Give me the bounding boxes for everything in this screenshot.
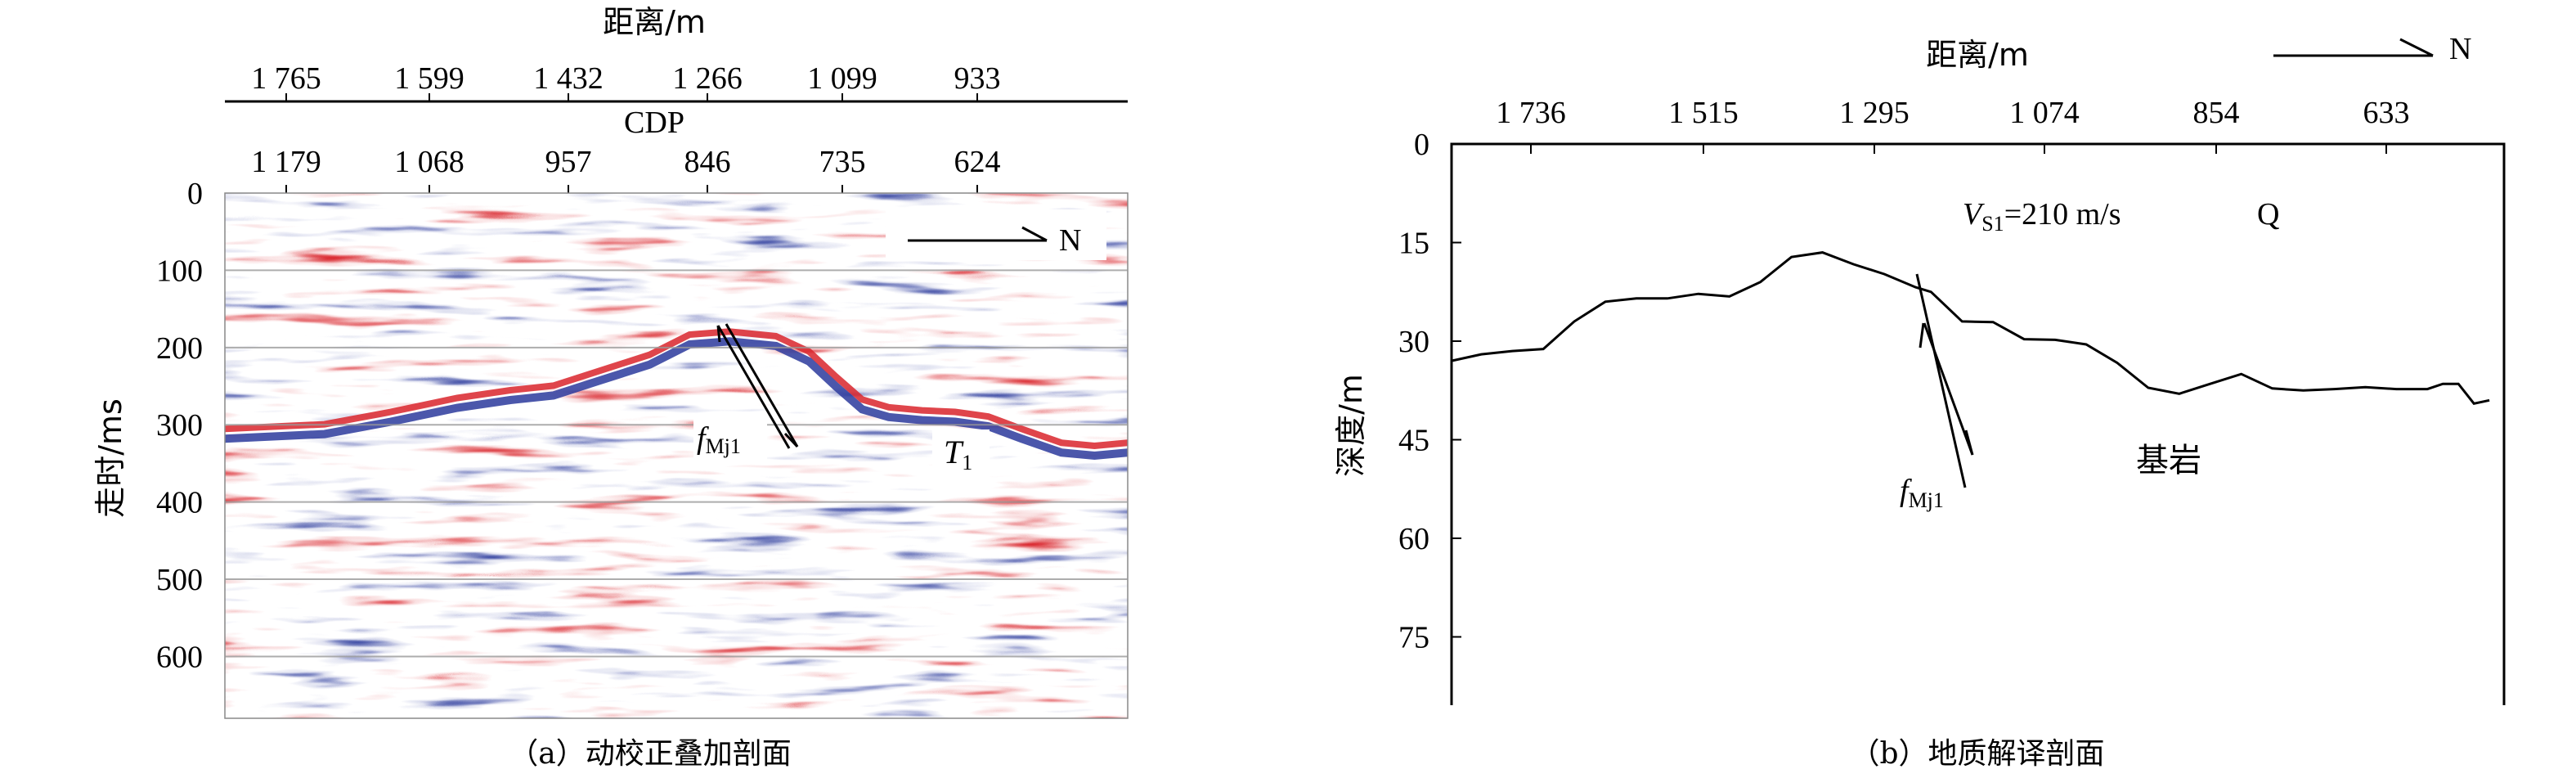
panel-b-frame <box>1450 142 2506 705</box>
panel-a-time-tick-3: 300 <box>156 408 203 443</box>
panel-b-fault-arrow-down <box>1964 429 1974 456</box>
panel-b-depth-tick-3: 45 <box>1398 424 1429 458</box>
panel-a-distance-tick-1: 1 599 <box>394 61 464 96</box>
panel-b-depth-tick-5: 75 <box>1398 621 1429 655</box>
panel-a-north-box <box>886 209 1106 260</box>
panel-a-time-tick-6: 600 <box>156 640 203 674</box>
panel-a-time-tick-4: 400 <box>156 486 203 520</box>
panel-a-cdp-ticks: 1 179 1 068 957 846 735 624 <box>251 145 1001 193</box>
panel-a-cdp-tick-0: 1 179 <box>251 145 321 179</box>
panel-a-distance-tick-0: 1 765 <box>251 61 321 96</box>
panel-a-cdp-tick-1: 1 068 <box>394 145 464 179</box>
panel-b-bedrock-surface <box>1450 251 2490 405</box>
panel-a-time-axis-label: 走时/ms <box>92 398 128 518</box>
panel-a-cdp-axis-label: CDP <box>624 106 684 140</box>
panel-a-time-tick-5: 500 <box>156 563 203 597</box>
panel-a-frame <box>224 192 1129 719</box>
panel-a-seismic-section <box>225 193 1128 718</box>
panel-b-north-label: N <box>2449 32 2471 66</box>
panel-b-distance-tick-5: 633 <box>2363 96 2410 130</box>
panel-b-fault-label-sub: Mj1 <box>1909 488 1944 512</box>
panel-b-depth-ticks: 0 15 30 45 60 75 <box>1398 128 1461 655</box>
panel-b-north-arrow-head <box>2399 38 2434 57</box>
panel-b-distance-tick-4: 854 <box>2193 96 2240 130</box>
panel-b-depth-tick-0: 0 <box>1414 128 1429 162</box>
panel-b-fault-line-2 <box>1923 322 1974 456</box>
panel-a-time-tick-0: 0 <box>187 177 203 211</box>
panel-b-fault-label: fMj1 <box>1900 474 1944 512</box>
panel-a-distance-axis-label: 距离/m <box>603 4 706 40</box>
panel-a-cdp-tick-4: 735 <box>819 145 866 179</box>
panel-a-horizon-label: T1 <box>944 434 972 474</box>
panel-a-time-tick-1: 100 <box>156 254 203 288</box>
panel-a-time-ticks: 0 100 200 300 400 500 600 <box>156 177 203 674</box>
panel-a-horizon-label-box <box>932 429 990 479</box>
panel-b-distance-axis-label: 距离/m <box>1926 37 2029 73</box>
panel-a-north-arrow-head <box>1021 226 1048 242</box>
panel-b-distance-tick-3: 1 074 <box>2009 96 2080 130</box>
panel-b-bedrock-label: 基岩 <box>2136 442 2201 479</box>
panel-b-velocity-sub: S1 <box>1981 212 2004 236</box>
panel-b-depth-tick-1: 15 <box>1398 227 1429 261</box>
panel-b: 距离/m 1 736 1 515 1 295 1 074 854 633 N 深度/m 0… <box>1333 32 2506 771</box>
panel-a-distance-tick-4: 1 099 <box>807 61 877 96</box>
panel-a-fault-label-box <box>693 417 767 460</box>
panel-b-velocity-label: VS1=210 m/s <box>1963 197 2121 236</box>
panel-b-velocity-value: =210 m/s <box>2004 197 2121 232</box>
panel-a-distance-tick-3: 1 266 <box>672 61 743 96</box>
panel-a-cdp-tick-3: 846 <box>684 145 731 179</box>
panel-b-distance-ticks: 1 736 1 515 1 295 1 074 854 633 <box>1496 96 2410 154</box>
panel-b-distance-tick-0: 1 736 <box>1496 96 1566 130</box>
panel-b-layer-q-label: Q <box>2257 197 2279 232</box>
panel-a-distance-tick-2: 1 432 <box>533 61 604 96</box>
panel-b-caption: （b）地质解译剖面 <box>1850 737 2104 771</box>
panel-a-cdp-tick-5: 624 <box>954 145 1001 179</box>
panel-a-fault-label-sub: Mj1 <box>706 434 741 458</box>
panel-a: 距离/m 1 765 1 599 1 432 1 266 1 099 933 CDP 1 … <box>92 4 1129 771</box>
panel-a-fault-arrow-up <box>716 325 721 343</box>
panel-a-fault-line-1 <box>716 325 791 449</box>
panel-a-horizon-label-sub: 1 <box>962 451 972 474</box>
panel-a-horizon-t1-red <box>225 328 1128 450</box>
panel-b-fault-arrow-up <box>1919 322 1925 349</box>
panel-a-fault-arrow-down <box>783 432 799 448</box>
panel-a-north-label: N <box>1059 223 1081 258</box>
panel-a-horizon-t1 <box>225 337 1128 461</box>
panel-b-fault-line-1 <box>1915 273 1967 488</box>
panel-a-time-tick-2: 200 <box>156 331 203 366</box>
panel-a-cdp-tick-2: 957 <box>545 145 592 179</box>
panel-b-depth-tick-2: 30 <box>1398 325 1429 359</box>
panel-a-gridlines <box>225 269 1128 658</box>
panel-b-depth-axis-label: 深度/m <box>1333 374 1369 477</box>
panel-b-distance-tick-2: 1 295 <box>1839 96 1910 130</box>
panel-b-depth-tick-4: 60 <box>1398 522 1429 556</box>
panel-a-distance-tick-5: 933 <box>954 61 1001 96</box>
panel-b-distance-tick-1: 1 515 <box>1668 96 1739 130</box>
panel-a-distance-ticks: 1 765 1 599 1 432 1 266 1 099 933 <box>251 61 1001 101</box>
panel-a-caption: （a）动校正叠加剖面 <box>509 737 791 771</box>
panel-a-fault-line-2 <box>725 323 799 447</box>
